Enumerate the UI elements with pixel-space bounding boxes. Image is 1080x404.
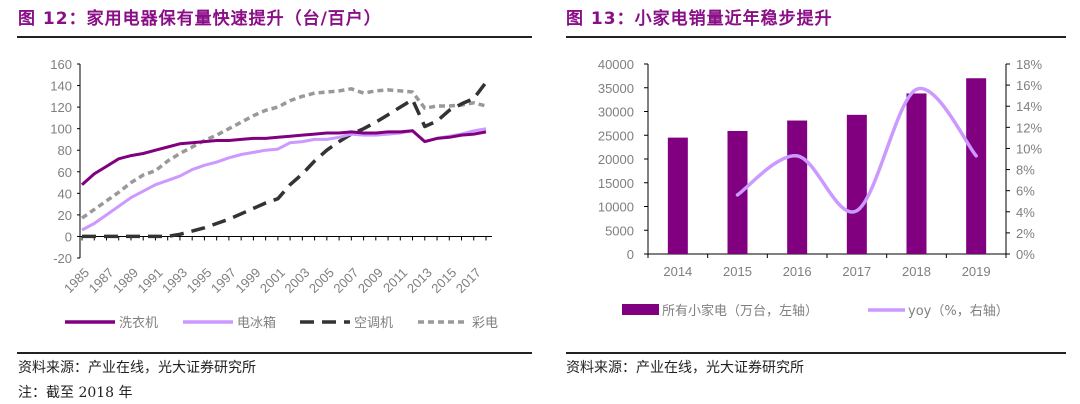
x-tick-label: 2015: [428, 265, 459, 296]
left-y-tick-label: 25000: [598, 128, 634, 143]
x-tick-label: 2017: [453, 265, 484, 296]
y-tick-label: 20: [58, 208, 72, 223]
left-y-tick-label: 40000: [598, 57, 634, 72]
legend-swatch-bar: [622, 304, 659, 315]
y-tick-label: 160: [50, 57, 72, 72]
x-tick-label: 2005: [306, 265, 337, 296]
legend-label-bar: 所有小家电（万台，左轴）: [662, 303, 818, 319]
left-y-tick-label: 30000: [598, 105, 634, 120]
series-line-彩电: [80, 87, 487, 220]
legend-label: 洗衣机: [119, 315, 158, 331]
left-source: 资料来源：产业在线，光大证券研究所: [18, 360, 256, 376]
legend-label-line: yoy（%，右轴）: [908, 304, 1009, 319]
x-tick-label: 1997: [208, 265, 239, 296]
x-tick-label: 1987: [86, 265, 117, 296]
x-tick-label: 2014: [663, 264, 692, 279]
left-title-divider: [17, 36, 532, 38]
y-tick-label: 60: [58, 165, 72, 180]
bar-2017: [846, 114, 867, 254]
series-line-电冰箱: [81, 127, 487, 232]
left-y-tick-label: 20000: [598, 152, 634, 167]
y-tick-label: 40: [58, 186, 72, 201]
legend-label: 彩电: [472, 316, 498, 331]
bar-2019: [966, 78, 987, 254]
y-tick-label: -20: [53, 251, 72, 266]
x-tick-label: 2017: [842, 264, 871, 279]
x-tick-label: 2015: [723, 264, 752, 279]
y-tick-label: 140: [50, 79, 72, 94]
series-line-洗衣机: [81, 129, 487, 186]
x-tick-label: 2003: [281, 265, 312, 296]
yoy-line: [735, 86, 978, 214]
y-tick-label: 120: [50, 100, 72, 115]
right-y-tick-label: 14%: [1016, 99, 1042, 114]
right-y-tick-label: 18%: [1016, 57, 1042, 72]
left-y-tick-label: 10000: [598, 200, 634, 215]
right-source: 资料来源：产业在线，光大证券研究所: [566, 360, 804, 376]
right-y-tick-label: 10%: [1016, 141, 1042, 156]
right-y-tick-label: 2%: [1016, 226, 1035, 241]
x-tick-label: 2009: [355, 265, 386, 296]
x-tick-label: 2016: [783, 264, 812, 279]
x-tick-label: 2013: [404, 265, 435, 296]
x-tick-label: 1991: [135, 265, 166, 296]
bar-2016: [787, 120, 808, 255]
x-tick-label: 1995: [183, 265, 214, 296]
right-title-divider: [566, 36, 1066, 38]
x-tick-label: 2001: [257, 265, 288, 296]
bar-2014: [667, 137, 688, 254]
left-y-tick-label: 15000: [598, 176, 634, 191]
x-tick-label: 2019: [962, 264, 991, 279]
bar-2018: [906, 93, 927, 254]
left-y-tick-label: 35000: [598, 81, 634, 96]
legend-label: 电冰箱: [237, 315, 276, 331]
right-y-tick-label: 12%: [1016, 120, 1042, 135]
bar-2015: [727, 130, 748, 254]
x-tick-label: 1999: [232, 265, 263, 296]
left-note: 注：截至 2018 年: [18, 385, 133, 401]
y-tick-label: 80: [58, 143, 72, 158]
x-tick-label: 1993: [159, 265, 190, 296]
y-tick-label: 100: [50, 122, 72, 137]
legend-label: 空调机: [354, 316, 393, 331]
right-footer-divider: [566, 352, 1066, 354]
right-y-tick-label: 8%: [1016, 163, 1035, 178]
x-tick-label: 2007: [330, 265, 361, 296]
x-tick-label: 2018: [902, 264, 931, 279]
y-tick-label: 0: [65, 229, 72, 244]
right-chart-title: 图 13：小家电销量近年稳步提升: [566, 9, 833, 29]
x-tick-label: 1985: [61, 265, 92, 296]
right-y-tick-label: 4%: [1016, 205, 1035, 220]
series-line-空调机: [82, 81, 488, 239]
left-footer-divider: [17, 352, 532, 354]
household-appliance-ownership-chart: -20 0 20 40 60 80 100 120 140 160 1985198719891991…: [50, 57, 498, 331]
left-y-tick-label: 5000: [605, 223, 634, 238]
right-y-tick-label: 0%: [1016, 247, 1035, 262]
x-tick-label: 1989: [110, 265, 141, 296]
right-y-tick-label: 6%: [1016, 184, 1035, 199]
left-y-tick-label: 0: [627, 247, 634, 262]
x-tick-label: 2011: [380, 265, 410, 295]
right-y-tick-label: 16%: [1016, 78, 1042, 93]
left-chart-title: 图 12：家用电器保有量快速提升（台/百户）: [18, 9, 382, 29]
